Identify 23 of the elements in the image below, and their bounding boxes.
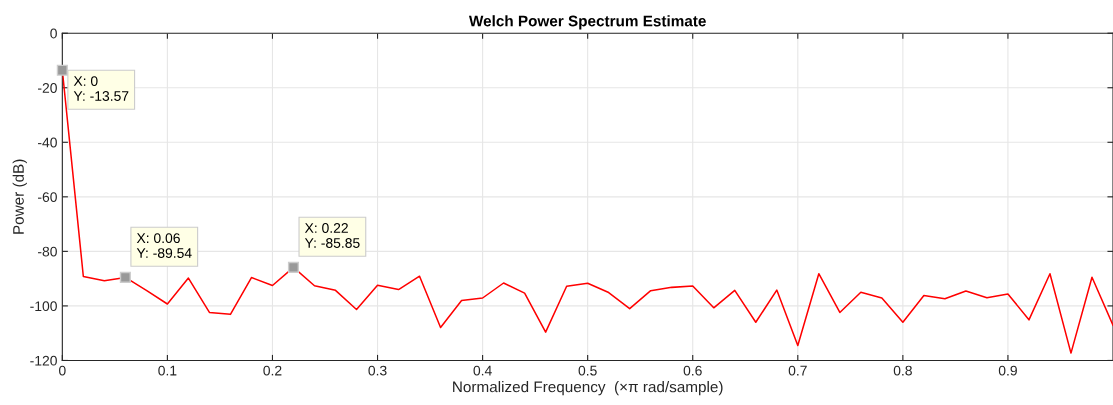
chart-title: Welch Power Spectrum Estimate [468, 15, 706, 30]
x-tick-label: 0.3 [368, 365, 387, 376]
x-tick-label: 0 [59, 365, 66, 376]
x-tick-label: 0.1 [158, 365, 177, 376]
y-tick-label: -100 [30, 301, 57, 312]
y-axis-title: Power (dB) [12, 159, 27, 234]
y-tick-label: -80 [38, 246, 57, 257]
x-tick-label: 0.9 [998, 365, 1017, 376]
y-tick-label: -60 [38, 192, 57, 202]
x-tick-label: 0.5 [578, 365, 597, 376]
y-tick-label: -120 [30, 355, 57, 366]
x-axis-title: Normalized Frequency (×π rad/sample) [453, 381, 723, 396]
annotation: X: 0 Y: -13.57 [73, 76, 129, 101]
x-tick-label: 0.6 [683, 365, 702, 376]
annotation: X: 0.06 Y: -89.54 [136, 233, 192, 258]
x-tick-label: 0.7 [788, 365, 807, 376]
annotation: X: 0.22 Y: -85.85 [304, 223, 360, 248]
y-tick-label: -40 [38, 137, 57, 148]
y-tick-label: -20 [38, 83, 57, 93]
x-tick-label: 0.2 [263, 365, 282, 376]
x-tick-label: 0.8 [893, 365, 912, 376]
y-tick-label: 0 [50, 28, 57, 39]
x-tick-label: 0.4 [473, 365, 492, 376]
